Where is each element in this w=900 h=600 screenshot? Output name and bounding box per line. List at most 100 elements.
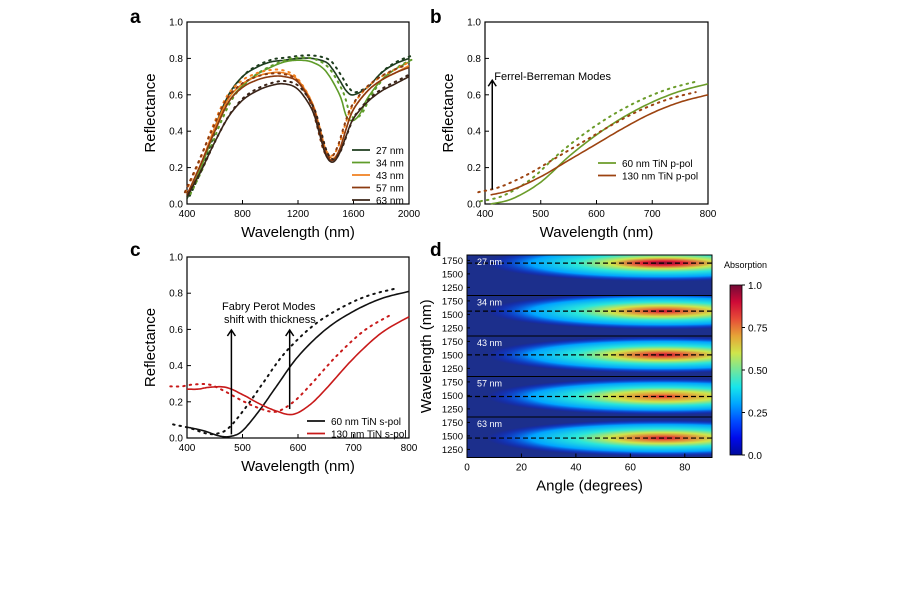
panel-c-xtick-label: 600 xyxy=(290,443,307,454)
panel-b-series-dotted xyxy=(479,80,699,203)
panel-b-xtick-label: 700 xyxy=(644,209,661,220)
panel-d-heat xyxy=(467,255,712,296)
panel-c-series-dotted xyxy=(172,287,397,436)
panel-d-letter: d xyxy=(430,240,442,261)
panel-c-ytick-label: 0.0 xyxy=(169,434,183,445)
panel-d-ytick-label: 1750 xyxy=(442,337,463,348)
panel-d-subplot xyxy=(466,254,713,296)
panel-c-series-line xyxy=(186,290,410,438)
panel-d-frame xyxy=(466,416,713,458)
panel-d-xtick-label: 40 xyxy=(570,463,582,474)
panel-a-legend-label: 34 nm xyxy=(376,159,404,170)
panel-d-ytick-label: 1750 xyxy=(442,418,463,429)
colorbar-tick-label: 0.25 xyxy=(748,409,768,420)
panel-a-legend-label: 43 nm xyxy=(376,171,404,182)
panel-c-xtick-label: 500 xyxy=(234,443,251,454)
panel-d-ylabel: Wavelength (nm) xyxy=(418,299,435,413)
panel-b-xtick-label: 800 xyxy=(700,209,717,220)
panel-d-subplot-label: 57 nm xyxy=(477,379,502,389)
panel-c-xtick-label: 800 xyxy=(401,443,418,454)
panel-b-xlabel: Wavelength (nm) xyxy=(540,224,654,241)
panel-a-legend-label: 63 nm xyxy=(376,196,404,207)
panel-d-xtick-label: 0 xyxy=(464,463,470,474)
panel-b-arrowhead xyxy=(487,78,497,87)
panel-c-ytick-label: 0.4 xyxy=(169,361,183,372)
panel-c-annotation-1: Fabry Perot Modes xyxy=(222,301,316,313)
panel-b-ylabel: Reflectance xyxy=(440,73,457,152)
panel-b-xtick-label: 500 xyxy=(532,209,549,220)
panel-b-series-line xyxy=(490,94,709,196)
panel-a-xtick-label: 1600 xyxy=(342,209,365,220)
panel-a-ytick-label: 0.8 xyxy=(169,54,183,65)
panel-a-xtick-label: 2000 xyxy=(398,209,421,220)
panel-a-ytick-label: 0.2 xyxy=(169,163,183,174)
panel-a-xtick-label: 1200 xyxy=(287,209,310,220)
panel-d-ytick-label: 1750 xyxy=(442,256,463,267)
panel-c-legend-label: 130 nm TiN s-pol xyxy=(331,430,407,441)
panel-a-series-dotted xyxy=(189,56,414,195)
panel-b-ytick-label: 0.4 xyxy=(467,127,481,138)
panel-d-ytick-label: 1500 xyxy=(442,269,463,280)
panel-a-ytick-label: 0.6 xyxy=(169,90,183,101)
panel-a-ytick-label: 0.0 xyxy=(169,200,183,211)
panel-c-xtick-label: 700 xyxy=(345,443,362,454)
panel-d-ytick-label: 1500 xyxy=(442,350,463,361)
panel-c-arrowhead xyxy=(226,328,237,337)
panel-a-ylabel: Reflectance xyxy=(142,73,159,152)
panel-a-ytick-label: 1.0 xyxy=(169,18,183,29)
colorbar-label: Absorption xyxy=(724,260,767,270)
panel-d-subplot xyxy=(466,416,713,458)
panel-d-ytick-label: 1250 xyxy=(442,445,463,456)
panel-c-legend-label: 60 nm TiN s-pol xyxy=(331,417,401,428)
panel-a-legend-label: 57 nm xyxy=(376,184,404,195)
panel-d-ytick-label: 1250 xyxy=(442,364,463,375)
panel-c-series-line xyxy=(187,316,410,416)
panel-a-ytick-label: 0.4 xyxy=(169,127,183,138)
panel-d-heat xyxy=(467,295,712,336)
colorbar-tick-label: 0.75 xyxy=(748,324,768,335)
panel-c-annotation-2: shift with thickness xyxy=(224,314,316,326)
panel-d-xlabel: Angle (degrees) xyxy=(536,478,643,495)
panel-b-legend-label: 130 nm TiN p-pol xyxy=(622,172,698,183)
panel-c-ytick-label: 0.8 xyxy=(169,289,183,300)
panel-c-series-dotted xyxy=(169,313,394,413)
panel-d-heat xyxy=(467,336,712,377)
panel-c-ytick-label: 1.0 xyxy=(169,253,183,264)
panel-d-ytick-label: 1250 xyxy=(442,323,463,334)
colorbar xyxy=(729,284,743,456)
panel-d-xtick-label: 60 xyxy=(625,463,637,474)
panel-b-series-line xyxy=(490,83,709,205)
panel-c-xlabel: Wavelength (nm) xyxy=(241,458,355,475)
panel-b-ytick-label: 1.0 xyxy=(467,18,481,29)
panel-b-letter: b xyxy=(430,7,442,28)
panel-c-ylabel: Reflectance xyxy=(142,308,159,387)
panel-a-letter: a xyxy=(130,7,141,28)
panel-d-subplot xyxy=(466,335,713,377)
panel-b-ytick-label: 0.0 xyxy=(467,200,481,211)
panel-a-xtick-label: 400 xyxy=(179,209,196,220)
panel-d-ytick-label: 1250 xyxy=(442,283,463,294)
panel-a-series-line xyxy=(186,66,410,196)
panel-c-letter: c xyxy=(130,240,141,261)
panel-d-subplot-label: 63 nm xyxy=(477,419,502,429)
panel-d-ytick-label: 1250 xyxy=(442,404,463,415)
panel-b-ytick-label: 0.2 xyxy=(467,163,481,174)
panel-a-series-dotted xyxy=(187,72,412,195)
panel-a-xlabel: Wavelength (nm) xyxy=(241,224,355,241)
panel-b-xtick-label: 400 xyxy=(477,209,494,220)
panel-b-ytick-label: 0.8 xyxy=(467,54,481,65)
panel-c-ytick-label: 0.2 xyxy=(169,397,183,408)
panel-d-ytick-label: 1750 xyxy=(442,296,463,307)
panel-c-ytick-label: 0.6 xyxy=(169,325,183,336)
panel-d-subplot-label: 43 nm xyxy=(477,338,502,348)
colorbar-tick-label: 0.50 xyxy=(748,366,768,377)
panel-b-legend-label: 60 nm TiN p-pol xyxy=(622,159,693,170)
panel-c-xtick-label: 400 xyxy=(179,443,196,454)
panel-a-xtick-label: 800 xyxy=(234,209,251,220)
panel-b-series-dotted xyxy=(477,91,697,194)
panel-d-ytick-label: 1500 xyxy=(442,431,463,442)
panel-d-xtick-label: 20 xyxy=(516,463,528,474)
panel-d-subplot-label: 27 nm xyxy=(477,257,502,267)
panel-b-ytick-label: 0.6 xyxy=(467,90,481,101)
